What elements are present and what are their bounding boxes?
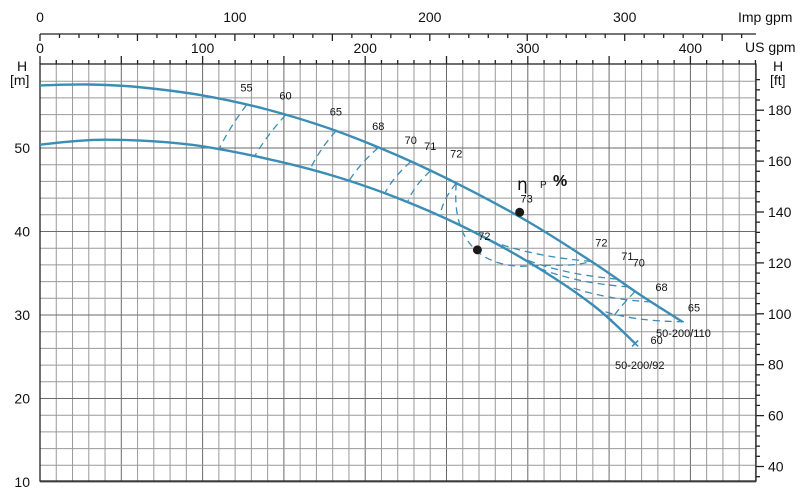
efficiency-contour-72 — [455, 183, 592, 267]
us-tick-label: 400 — [679, 40, 703, 56]
head-curve-50-200/110 — [39, 83, 683, 323]
efficiency-label: 71 — [424, 141, 436, 153]
efficiency-symbol: η P % — [517, 173, 567, 195]
efficiency-contour-left — [384, 161, 412, 194]
efficiency-label: 72 — [595, 238, 607, 250]
eta-subscript: P — [540, 180, 547, 191]
eta-unit: % — [553, 173, 567, 190]
efficiency-label: 70 — [405, 135, 417, 147]
efficiency-label: 60 — [650, 335, 662, 347]
imp-tick-label: 200 — [418, 9, 442, 25]
efficiency-label: 68 — [372, 121, 384, 133]
model-label-110: 50-200/110 — [656, 328, 711, 340]
right-tick-label: 160 — [768, 153, 792, 169]
left-axis-label-unit: [m] — [10, 72, 29, 88]
left-tick-label: 20 — [14, 391, 30, 407]
efficiency-contour-left — [406, 170, 431, 203]
left-tick-label: 40 — [14, 224, 30, 240]
efficiency-contour-left — [348, 147, 379, 182]
us-tick-label: 300 — [516, 40, 540, 56]
efficiency-contour-right — [519, 256, 618, 280]
efficiency-contour-left — [218, 104, 248, 150]
eta-symbol: η — [517, 175, 528, 195]
right-tick-label: 60 — [768, 408, 784, 424]
imp-tick-label: 0 — [36, 9, 44, 25]
efficiency-contours — [218, 104, 684, 323]
left-axis-label-h: H — [17, 58, 27, 74]
right-axis-label-unit: [ft] — [770, 72, 786, 88]
efficiency-label: 70 — [633, 258, 645, 270]
us-tick-label: 0 — [36, 40, 44, 56]
efficiency-label: 65 — [330, 107, 342, 119]
best-efficiency-point — [472, 245, 482, 255]
left-tick-label: 30 — [14, 307, 30, 323]
imp-tick-label: 300 — [613, 9, 637, 25]
model-label-92: 50-200/92 — [615, 360, 665, 372]
right-tick-label: 80 — [768, 357, 784, 373]
efficiency-label: 65 — [688, 303, 700, 315]
right-tick-label: 140 — [768, 204, 792, 220]
right-tick-label: 180 — [768, 102, 792, 118]
right-tick-label: 100 — [768, 306, 792, 322]
curve-end-marker — [631, 339, 639, 347]
efficiency-label: 55 — [240, 82, 252, 94]
efficiency-contour-left — [309, 130, 337, 170]
efficiency-contour-left — [439, 182, 457, 217]
best-efficiency-point — [515, 207, 525, 217]
axes: 0 100 200 300 0 100 200 300 400 10 20 30 40 50 40 60 80 1… — [14, 9, 791, 487]
right-tick-label: 120 — [768, 255, 792, 271]
efficiency-label: 60 — [279, 91, 291, 103]
top-axis-imp-label: Imp gpm — [738, 9, 792, 25]
grid — [39, 64, 756, 483]
head-curves — [39, 83, 683, 347]
imp-tick-label: 100 — [223, 9, 247, 25]
best-efficiency-label: 73 — [521, 193, 533, 205]
us-tick-label: 100 — [191, 40, 215, 56]
right-axis-label-h: H — [773, 58, 783, 74]
best-efficiency-label: 72 — [478, 231, 490, 243]
right-tick-label: 40 — [768, 459, 784, 475]
top-axis-us-label: US gpm — [745, 39, 796, 55]
left-tick-label: 10 — [14, 474, 30, 487]
efficiency-label: 72 — [450, 148, 462, 160]
head-curve-50-200/92 — [39, 138, 636, 345]
efficiency-contour-left — [254, 114, 287, 157]
efficiency-label: 71 — [621, 251, 633, 263]
us-tick-label: 200 — [354, 40, 378, 56]
efficiency-label: 68 — [655, 282, 667, 294]
left-tick-label: 50 — [14, 140, 30, 156]
